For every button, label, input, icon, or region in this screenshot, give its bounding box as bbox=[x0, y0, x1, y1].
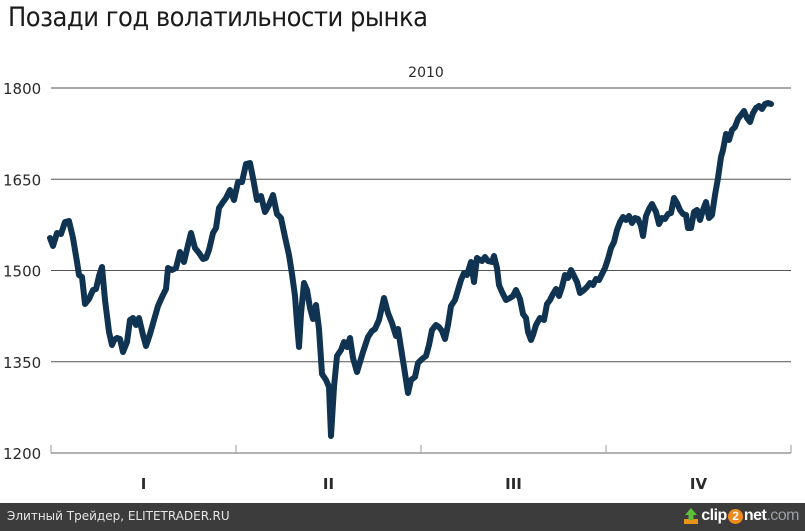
quarter-label: III bbox=[505, 475, 522, 493]
quarter-label: II bbox=[323, 475, 334, 493]
footer-bar: Элитный Трейдер, ELITETRADER.RU clip 2 n… bbox=[0, 503, 805, 531]
y-tick-label: 1350 bbox=[3, 354, 41, 372]
data-line bbox=[47, 100, 774, 439]
quarter-label: I bbox=[141, 475, 147, 493]
brand-name: net bbox=[743, 507, 767, 524]
x-axis-labels: I II III IV bbox=[141, 475, 708, 493]
upload-arrow-icon bbox=[684, 508, 699, 524]
source-text: Элитный Трейдер, ELITETRADER.RU bbox=[7, 509, 230, 523]
brand-digit: 2 bbox=[727, 508, 743, 524]
x-axis bbox=[50, 445, 792, 454]
y-gridlines bbox=[51, 87, 791, 363]
chart-subtitle: 2010 bbox=[408, 65, 444, 81]
y-tick-label: 1650 bbox=[3, 171, 41, 189]
y-tick-label: 1800 bbox=[3, 80, 41, 98]
page-title: Позади год волатильности рынка bbox=[8, 2, 428, 33]
brand-prefix: clip bbox=[701, 507, 727, 524]
clip2net-logo[interactable]: clip 2 net .com bbox=[684, 507, 799, 525]
y-axis-labels: 1200 1350 1500 1650 1800 bbox=[3, 80, 41, 463]
brand-suffix: .com bbox=[766, 507, 799, 524]
y-tick-label: 1200 bbox=[3, 445, 41, 463]
y-tick-label: 1500 bbox=[3, 263, 41, 281]
quarter-label: IV bbox=[690, 475, 708, 493]
